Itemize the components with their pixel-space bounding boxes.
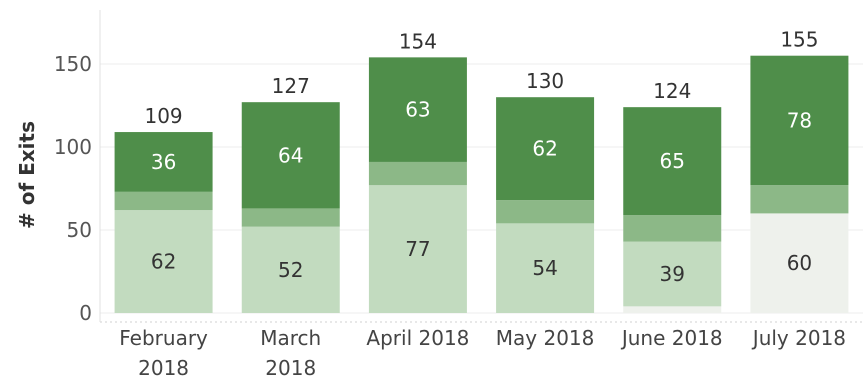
bar-segment xyxy=(114,132,213,192)
total-value-label: 109 xyxy=(144,104,182,128)
y-tick-label: 150 xyxy=(54,52,92,76)
segment-value-label: 60 xyxy=(787,251,812,275)
total-value-label: 155 xyxy=(780,28,818,52)
bar-segment xyxy=(368,57,467,162)
x-axis: February 2018 March 2018 April 2018 May 2018 J… xyxy=(119,326,846,380)
segment-value-label: 52 xyxy=(278,258,303,282)
y-tick-label: 100 xyxy=(54,135,92,159)
bar-segment xyxy=(241,102,340,209)
segment-value-label: 54 xyxy=(532,256,557,280)
bar-segment xyxy=(496,223,595,313)
bar-segment xyxy=(750,185,849,214)
bar-segment xyxy=(241,208,340,227)
total-value-label: 130 xyxy=(526,69,564,93)
x-tick-label: June 2018 xyxy=(620,326,723,350)
y-axis: 0 50 100 150 xyxy=(54,10,863,325)
x-tick-label: May 2018 xyxy=(496,326,595,350)
segment-value-label: 62 xyxy=(151,250,176,274)
segment-value-label: 78 xyxy=(787,108,812,132)
bar-segment xyxy=(114,210,213,313)
segment-value-label: 36 xyxy=(151,150,176,174)
x-tick-label: July 2018 xyxy=(751,326,846,350)
y-tick-label: 50 xyxy=(67,218,92,242)
x-tick-label: March xyxy=(260,326,321,350)
x-tick-label: 2018 xyxy=(138,356,189,380)
y-axis-label: # of Exits xyxy=(15,121,39,229)
segment-value-label: 63 xyxy=(405,98,430,122)
bar-segment xyxy=(623,306,722,313)
x-tick-label: April 2018 xyxy=(366,326,469,350)
segment-value-label: 39 xyxy=(660,262,685,286)
bar-segment xyxy=(368,185,467,313)
bar-segment xyxy=(114,191,213,211)
x-tick-label: February xyxy=(119,326,208,350)
bar-segment xyxy=(750,213,849,313)
bar-segment xyxy=(623,107,722,216)
segment-value-label: 65 xyxy=(660,149,685,173)
x-tick-label: 2018 xyxy=(265,356,316,380)
grid-lines xyxy=(100,63,863,314)
bar-segment xyxy=(241,226,340,313)
bar-segment xyxy=(368,161,467,186)
total-value-label: 124 xyxy=(653,79,691,103)
segment-value-label: 62 xyxy=(532,137,557,161)
segment-value-label: 64 xyxy=(278,143,303,167)
bar-segment xyxy=(496,97,595,201)
bar-segment xyxy=(623,241,722,307)
bar-segment xyxy=(750,55,849,186)
y-tick-label: 0 xyxy=(79,301,92,325)
total-value-label: 154 xyxy=(399,29,437,53)
total-value-label: 127 xyxy=(272,74,310,98)
segment-value-label: 77 xyxy=(405,237,430,261)
bars: 62 36 109 52 64 127 77 63 154 54 62 130 39 65 124 60 78 1… xyxy=(114,28,849,313)
bar-segment xyxy=(623,215,722,242)
bar-segment xyxy=(496,200,595,224)
